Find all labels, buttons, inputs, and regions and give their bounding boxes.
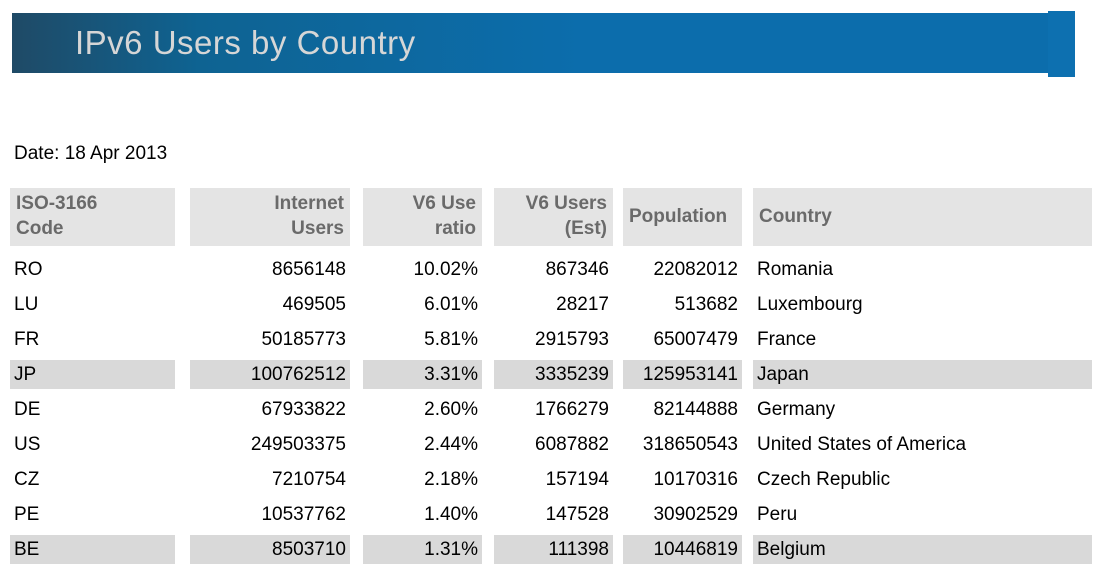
cell-internet_users: 249503375 <box>250 433 346 455</box>
table-row: RO 8656148 10.02% 867346 22082012 Romania <box>10 252 1092 287</box>
cell-population: 10170316 <box>653 468 738 490</box>
cell-internet_users: 10537762 <box>261 503 346 525</box>
table-row: FR 50185773 5.81% 2915793 65007479 France <box>10 322 1092 357</box>
cell-v6_ratio: 2.44% <box>424 433 478 455</box>
cell-v6_ratio: 1.40% <box>424 503 478 525</box>
cell-internet_users: 67933822 <box>261 398 346 420</box>
cell-population: 82144888 <box>653 398 738 420</box>
cell-v6_users: 867346 <box>545 258 609 280</box>
cell-v6_ratio: 6.01% <box>424 293 478 315</box>
cell-v6_ratio: 2.60% <box>424 398 478 420</box>
cell-country: Luxembourg <box>757 293 863 315</box>
cell-code: LU <box>14 293 39 315</box>
table-row: PE 10537762 1.40% 147528 30902529 Peru <box>10 497 1092 532</box>
table-row: DE 67933822 2.60% 1766279 82144888 Germany <box>10 392 1092 427</box>
column-header-country: Country <box>753 188 1092 246</box>
cell-v6_ratio: 1.31% <box>363 535 482 564</box>
cell-v6_users: 111398 <box>494 535 613 564</box>
cell-internet_users: 8656148 <box>272 258 346 280</box>
page-title: IPv6 Users by Country <box>75 24 416 61</box>
cell-country: Japan <box>753 360 1092 389</box>
cell-code: US <box>14 433 41 455</box>
cell-v6_users: 28217 <box>556 293 609 315</box>
cell-country: Belgium <box>753 535 1092 564</box>
table-header-row: ISO-3166 Code Internet Users V6 Use ratio V… <box>10 188 1092 246</box>
cell-population: 22082012 <box>653 258 738 280</box>
cell-v6_users: 157194 <box>545 468 609 490</box>
cell-v6_users: 2915793 <box>535 328 609 350</box>
cell-country: Czech Republic <box>757 468 891 490</box>
cell-v6_ratio: 5.81% <box>424 328 478 350</box>
title-bar <box>12 13 1048 73</box>
cell-v6_ratio: 2.18% <box>424 468 478 490</box>
cell-country: Romania <box>757 258 834 280</box>
table-row: JP 100762512 3.31% 3335239 125953141 Japan <box>10 357 1092 392</box>
cell-v6_ratio: 3.31% <box>363 360 482 389</box>
cell-population: 513682 <box>674 293 738 315</box>
cell-country: Germany <box>757 398 836 420</box>
table-row: US 249503375 2.44% 6087882 318650543 United S… <box>10 427 1092 462</box>
date-line: Date: 18 Apr 2013 <box>14 143 168 164</box>
cell-population: 10446819 <box>623 535 742 564</box>
table-row: LU 469505 6.01% 28217 513682 Luxembourg <box>10 287 1092 322</box>
cell-code: JP <box>10 360 175 389</box>
cell-code: FR <box>14 328 40 350</box>
table-row: BE 8503710 1.31% 111398 10446819 Belgium <box>10 532 1092 567</box>
cell-internet_users: 50185773 <box>261 328 346 350</box>
cell-country: France <box>757 328 817 350</box>
cell-population: 318650543 <box>642 433 738 455</box>
table-row: CZ 7210754 2.18% 157194 10170316 Czech Republ… <box>10 462 1092 497</box>
cell-code: DE <box>14 398 41 420</box>
cell-internet_users: 8503710 <box>190 535 350 564</box>
cell-v6_users: 1766279 <box>535 398 609 420</box>
cell-population: 65007479 <box>653 328 738 350</box>
cell-internet_users: 469505 <box>282 293 346 315</box>
column-header-code: ISO-3166 Code <box>10 188 175 246</box>
column-header-v6_ratio: V6 Use ratio <box>363 188 482 246</box>
cell-code: BE <box>10 535 175 564</box>
cell-internet_users: 7210754 <box>272 468 346 490</box>
cell-country: United States of America <box>757 433 967 455</box>
data-table: ISO-3166 Code Internet Users V6 Use ratio V… <box>10 188 1092 567</box>
column-header-internet_users: Internet Users <box>190 188 350 246</box>
column-header-population: Population <box>623 188 742 246</box>
cell-code: RO <box>14 258 43 280</box>
cell-country: Peru <box>757 503 798 525</box>
cell-v6_ratio: 10.02% <box>413 258 478 280</box>
cell-internet_users: 100762512 <box>190 360 350 389</box>
table-body: RO 8656148 10.02% 867346 22082012 Romania LU 46… <box>10 252 1092 567</box>
cell-code: PE <box>14 503 40 525</box>
cell-population: 30902529 <box>653 503 738 525</box>
column-header-v6_users: V6 Users (Est) <box>494 188 613 246</box>
cell-v6_users: 3335239 <box>494 360 613 389</box>
title-bar-right-cap <box>1048 11 1075 77</box>
cell-code: CZ <box>14 468 40 490</box>
cell-population: 125953141 <box>623 360 742 389</box>
cell-v6_users: 147528 <box>545 503 609 525</box>
cell-v6_users: 6087882 <box>535 433 609 455</box>
